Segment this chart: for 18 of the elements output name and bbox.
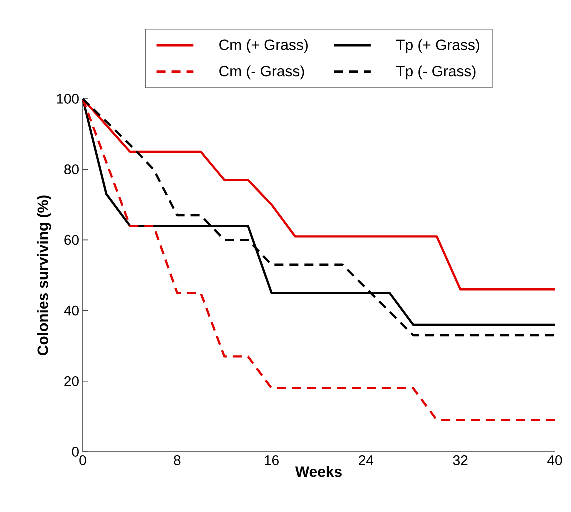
legend-label: Cm (- Grass) — [220, 66, 304, 80]
x-tick-label: 0 — [80, 456, 86, 466]
legend-label: Tp (- Grass) — [396, 66, 476, 80]
y-tick-label: 40 — [64, 306, 79, 316]
y-tick-label: 20 — [64, 376, 79, 386]
legend-label: Cm (+ Grass) — [220, 39, 308, 54]
y-tick-label: 60 — [64, 235, 79, 246]
x-tick-label: 24 — [359, 456, 374, 466]
x-axis-title: Weeks — [295, 466, 342, 478]
y-axis-title: Colonies surviving (%) — [37, 196, 52, 356]
x-tick-label: 8 — [174, 456, 181, 466]
y-tick-label: 80 — [64, 164, 79, 175]
legend-label: Tp (+ Grass) — [396, 39, 480, 54]
x-tick-label: 16 — [265, 456, 279, 466]
y-tick-label: 0 — [72, 447, 79, 457]
x-tick-label: 40 — [548, 456, 562, 466]
y-tick-label: 100 — [57, 94, 79, 104]
x-tick-label: 32 — [453, 456, 468, 466]
